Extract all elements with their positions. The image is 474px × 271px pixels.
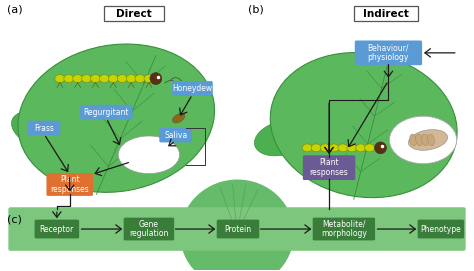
Ellipse shape (338, 144, 348, 152)
Ellipse shape (416, 134, 423, 146)
FancyBboxPatch shape (35, 220, 79, 238)
Ellipse shape (409, 130, 447, 150)
Ellipse shape (255, 120, 310, 156)
Ellipse shape (73, 75, 82, 83)
Ellipse shape (55, 75, 65, 83)
Ellipse shape (126, 75, 136, 83)
Ellipse shape (135, 75, 145, 83)
Ellipse shape (421, 134, 428, 146)
Ellipse shape (390, 116, 457, 164)
Text: Saliva: Saliva (164, 131, 187, 140)
FancyBboxPatch shape (159, 128, 192, 143)
FancyBboxPatch shape (172, 81, 213, 96)
Ellipse shape (302, 144, 312, 152)
FancyBboxPatch shape (80, 105, 133, 120)
Ellipse shape (311, 144, 321, 152)
Ellipse shape (11, 111, 69, 149)
Text: Indirect: Indirect (363, 9, 409, 19)
Circle shape (150, 73, 162, 85)
Text: Behaviour/
physiology: Behaviour/ physiology (368, 44, 409, 62)
Text: Receptor: Receptor (40, 225, 74, 234)
Text: Phenotype: Phenotype (420, 225, 461, 234)
Ellipse shape (410, 134, 417, 146)
Ellipse shape (91, 75, 100, 83)
Ellipse shape (329, 144, 339, 152)
FancyBboxPatch shape (27, 121, 60, 136)
Ellipse shape (428, 134, 435, 146)
FancyBboxPatch shape (303, 155, 356, 180)
Circle shape (374, 142, 386, 154)
Ellipse shape (356, 144, 365, 152)
FancyBboxPatch shape (354, 6, 418, 21)
Ellipse shape (180, 179, 294, 271)
Ellipse shape (270, 53, 457, 198)
Ellipse shape (18, 44, 215, 192)
FancyBboxPatch shape (355, 40, 422, 65)
FancyBboxPatch shape (46, 173, 93, 196)
Ellipse shape (64, 75, 73, 83)
Ellipse shape (320, 144, 330, 152)
Ellipse shape (118, 136, 180, 174)
Text: Plant
responses: Plant responses (310, 158, 348, 177)
Ellipse shape (82, 75, 91, 83)
Text: Regurgitant: Regurgitant (83, 108, 129, 117)
Ellipse shape (347, 144, 357, 152)
Text: (a): (a) (8, 4, 23, 14)
Ellipse shape (117, 75, 127, 83)
Text: (c): (c) (8, 214, 22, 224)
Text: (b): (b) (248, 4, 264, 14)
Text: Direct: Direct (116, 9, 152, 19)
FancyBboxPatch shape (104, 6, 164, 21)
Text: Honeydew: Honeydew (173, 84, 212, 93)
Text: Gene
regulation: Gene regulation (129, 220, 169, 238)
Ellipse shape (365, 144, 374, 152)
Ellipse shape (144, 75, 154, 83)
FancyBboxPatch shape (124, 218, 174, 240)
Ellipse shape (109, 75, 118, 83)
Ellipse shape (100, 75, 109, 83)
Text: Protein: Protein (224, 225, 252, 234)
FancyBboxPatch shape (217, 220, 259, 238)
FancyBboxPatch shape (313, 218, 375, 240)
Text: Plant
responses: Plant responses (50, 175, 89, 194)
FancyBboxPatch shape (418, 220, 464, 238)
Text: Frass: Frass (34, 124, 54, 133)
Ellipse shape (172, 113, 185, 123)
FancyBboxPatch shape (9, 207, 465, 251)
Text: Metabolite/
morphology: Metabolite/ morphology (321, 220, 367, 238)
